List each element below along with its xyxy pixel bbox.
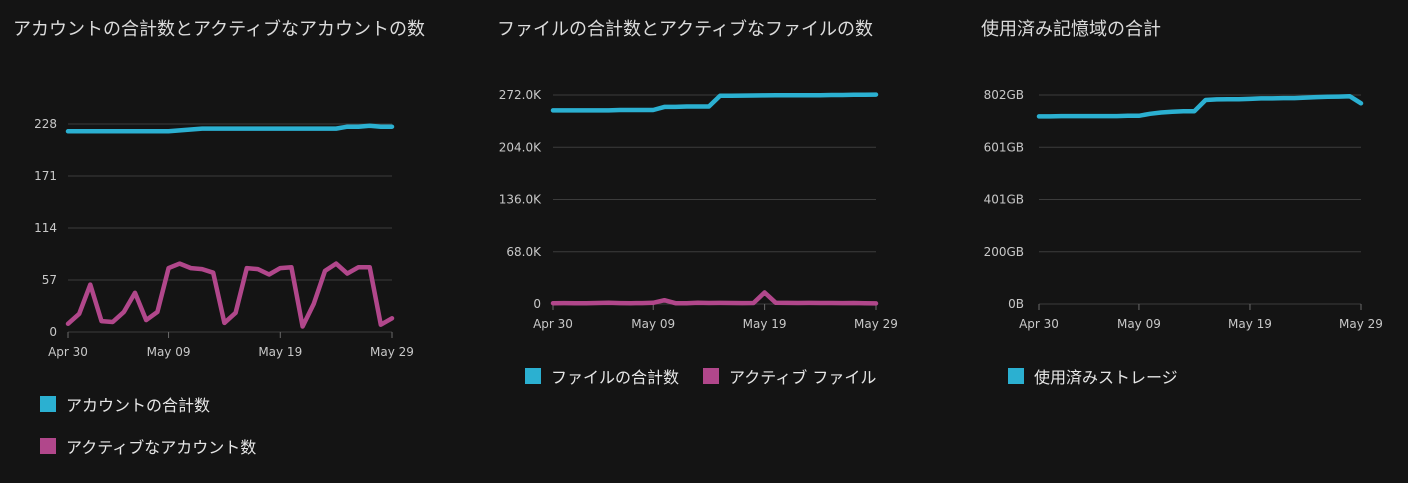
chart-accounts: 0 57 114 171 228 Apr 30 May 09 May 19 May 29 [34,117,414,359]
x-tick-label: May 19 [1228,317,1272,331]
legend-label: 使用済みストレージ [1034,368,1178,387]
x-tick-label: May 09 [1117,317,1161,331]
x-tick-label: Apr 30 [533,317,573,331]
y-tick-label: 0 [49,325,57,339]
chart-title: ファイルの合計数とアクティブなファイルの数 [497,19,874,40]
x-tick-label: May 29 [370,345,414,359]
series-line [550,290,879,306]
legend-swatch [40,438,56,454]
y-tick-label: 114 [34,221,57,235]
legend-item-active-accounts[interactable]: アクティブなアカウント数 [40,434,256,458]
legend-label: ファイルの合計数 [551,368,680,387]
x-tick-label: May 29 [1339,317,1383,331]
legend-item-used-storage[interactable]: 使用済みストレージ [1008,364,1178,388]
legend-swatch [1008,368,1024,384]
y-tick-label: 171 [34,169,57,183]
legend-swatch [40,396,56,412]
legend-swatch [703,368,719,384]
x-tick-label: May 19 [258,345,302,359]
x-tick-label: May 29 [854,317,898,331]
legend-label: アカウントの合計数 [66,396,211,415]
legend-item-total-files[interactable]: ファイルの合計数 [525,364,679,388]
x-tick-label: May 19 [743,317,787,331]
y-tick-label: 0B [1008,297,1024,311]
y-tick-label: 601GB [984,140,1024,154]
panel-accounts: アカウントの合計数とアクティブなアカウントの数 0 57 114 171 228 Apr … [0,0,470,483]
y-tick-label: 68.0K [506,245,542,259]
x-tick-label: May 09 [631,317,675,331]
series-line [65,261,395,329]
y-tick-label: 0 [533,297,541,311]
y-tick-label: 136.0K [499,193,542,207]
legend-swatch [525,368,541,384]
y-tick-label: 204.0K [499,140,542,154]
y-tick-label: 57 [42,273,57,287]
legend-label: アクティブ ファイル [729,368,877,387]
y-tick-label: 802GB [984,88,1024,102]
y-tick-label: 272.0K [499,88,542,102]
x-tick-label: Apr 30 [48,345,88,359]
series-line [550,92,879,113]
legend-label: アクティブなアカウント数 [66,438,257,457]
chart-title: 使用済み記憶域の合計 [981,19,1161,40]
chart-files: 0 68.0K 136.0K 204.0K 272.0K Apr 30 May 09 May … [499,88,898,331]
y-tick-label: 228 [34,117,57,131]
legend-item-total-accounts[interactable]: アカウントの合計数 [40,392,210,416]
y-tick-label: 401GB [984,193,1024,207]
x-tick-label: May 09 [147,345,191,359]
series-line [65,123,395,134]
y-tick-label: 200GB [984,245,1024,259]
series-line [1036,94,1364,119]
panel-storage: 使用済み記憶域の合計 0B 200GB 401GB 601GB 802GB Apr 30 M… [960,0,1408,483]
x-tick-label: Apr 30 [1019,317,1059,331]
chart-title: アカウントの合計数とアクティブなアカウントの数 [13,19,426,40]
chart-storage: 0B 200GB 401GB 601GB 802GB Apr 30 May 09 May 19… [984,88,1383,331]
legend-item-active-files[interactable]: アクティブ ファイル [703,364,876,388]
panel-files: ファイルの合計数とアクティブなファイルの数 0 68.0K 136.0K 204.0K… [470,0,960,483]
